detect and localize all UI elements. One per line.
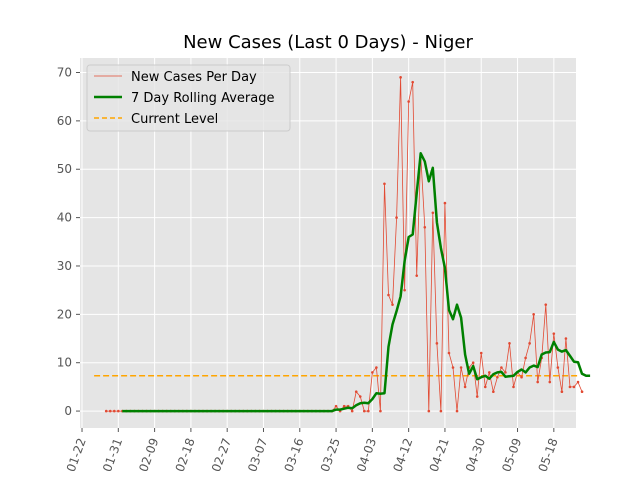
new-cases-point — [496, 375, 499, 379]
new-cases-point — [375, 366, 378, 369]
new-cases-point — [112, 409, 116, 413]
new-cases-point — [399, 76, 402, 79]
y-tick-label: 0 — [64, 404, 72, 418]
new-cases-point — [504, 371, 507, 374]
new-cases-point — [379, 409, 382, 413]
new-cases-point — [536, 380, 539, 384]
new-cases-point — [334, 404, 338, 408]
new-cases-point — [431, 211, 435, 215]
legend-label-new-cases: New Cases Per Day — [131, 70, 257, 85]
new-cases-point — [544, 303, 548, 306]
new-cases-point — [572, 385, 576, 389]
y-tick-label: 10 — [57, 356, 72, 370]
new-cases-point — [415, 274, 419, 277]
new-cases-point — [492, 390, 495, 394]
new-cases-point — [108, 409, 112, 413]
new-cases-point — [560, 390, 564, 394]
y-tick-label: 50 — [57, 162, 72, 176]
new-cases-point — [371, 371, 374, 374]
new-cases-point — [508, 342, 511, 345]
new-cases-point — [411, 80, 414, 84]
new-cases-point — [500, 366, 503, 369]
new-cases-point — [463, 385, 467, 389]
new-cases-point — [471, 361, 475, 365]
new-cases-point — [350, 409, 354, 413]
new-cases-point — [528, 342, 531, 345]
legend-label-rolling-average: 7 Day Rolling Average — [131, 91, 274, 106]
new-cases-point — [548, 380, 552, 384]
new-cases-point — [354, 390, 358, 394]
chart-title: New Cases (Last 0 Days) - Niger — [183, 32, 473, 53]
new-cases-point — [391, 303, 394, 306]
new-cases-point — [483, 385, 487, 389]
new-cases-point — [564, 337, 568, 340]
y-tick-label: 20 — [57, 307, 72, 321]
new-cases-point — [451, 366, 455, 369]
new-cases-point — [459, 366, 463, 369]
new-cases-point — [455, 409, 459, 413]
grid — [80, 58, 576, 428]
new-cases-point — [117, 409, 120, 413]
new-cases-point — [532, 313, 535, 316]
new-cases-point — [447, 351, 451, 355]
y-tick-label: 30 — [57, 259, 72, 273]
new-cases-point — [407, 100, 410, 103]
series-rolling-average — [122, 152, 591, 413]
new-cases-point — [427, 409, 431, 413]
new-cases-point — [383, 182, 386, 186]
new-cases-point — [387, 293, 390, 297]
legend-box — [86, 64, 291, 132]
new-cases-point — [512, 385, 515, 389]
legend: New Cases Per Day 7 Day Rolling Average … — [86, 64, 291, 132]
new-cases-point — [104, 409, 108, 413]
new-cases-point — [443, 201, 447, 205]
new-cases-point — [423, 225, 427, 229]
new-cases-point — [395, 216, 398, 219]
new-cases-point — [403, 288, 406, 292]
rolling-average-line — [122, 152, 591, 413]
y-axis: 0 10 20 30 40 50 60 70 — [57, 66, 80, 418]
new-cases-point — [479, 351, 483, 355]
new-cases-point — [520, 375, 523, 379]
new-cases-point — [362, 409, 366, 413]
new-cases-point — [524, 356, 527, 360]
new-cases-point — [568, 385, 572, 389]
new-cases-point — [342, 404, 346, 408]
new-cases-point — [556, 366, 560, 369]
legend-label-current-level: Current Level — [131, 112, 218, 127]
new-cases-point — [488, 371, 491, 374]
y-tick-label: 60 — [57, 114, 72, 128]
new-cases-point — [576, 380, 580, 384]
new-cases-point — [580, 390, 584, 394]
new-cases-point — [475, 395, 479, 398]
new-cases-point — [367, 409, 370, 413]
new-cases-point — [439, 409, 443, 413]
new-cases-point — [358, 395, 362, 398]
new-cases-point — [435, 342, 439, 345]
new-cases-point — [552, 332, 556, 335]
y-tick-label: 70 — [57, 66, 72, 80]
y-tick-label: 40 — [57, 211, 72, 225]
